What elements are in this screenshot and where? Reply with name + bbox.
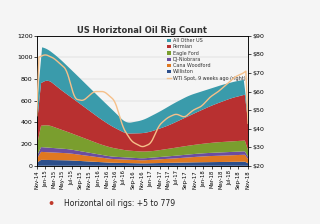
Legend: All Other US, Permian, Eagle Ford, DJ-Niobrara, Cana Woodford, Williston, WTI Sp: All Other US, Permian, Eagle Ford, DJ-Ni… xyxy=(167,38,245,81)
Text: Horizontal oil rigs: +5 to 779: Horizontal oil rigs: +5 to 779 xyxy=(64,199,175,208)
Title: US Horiztonal Oil Rig Count: US Horiztonal Oil Rig Count xyxy=(77,26,207,35)
Text: •: • xyxy=(48,199,55,209)
